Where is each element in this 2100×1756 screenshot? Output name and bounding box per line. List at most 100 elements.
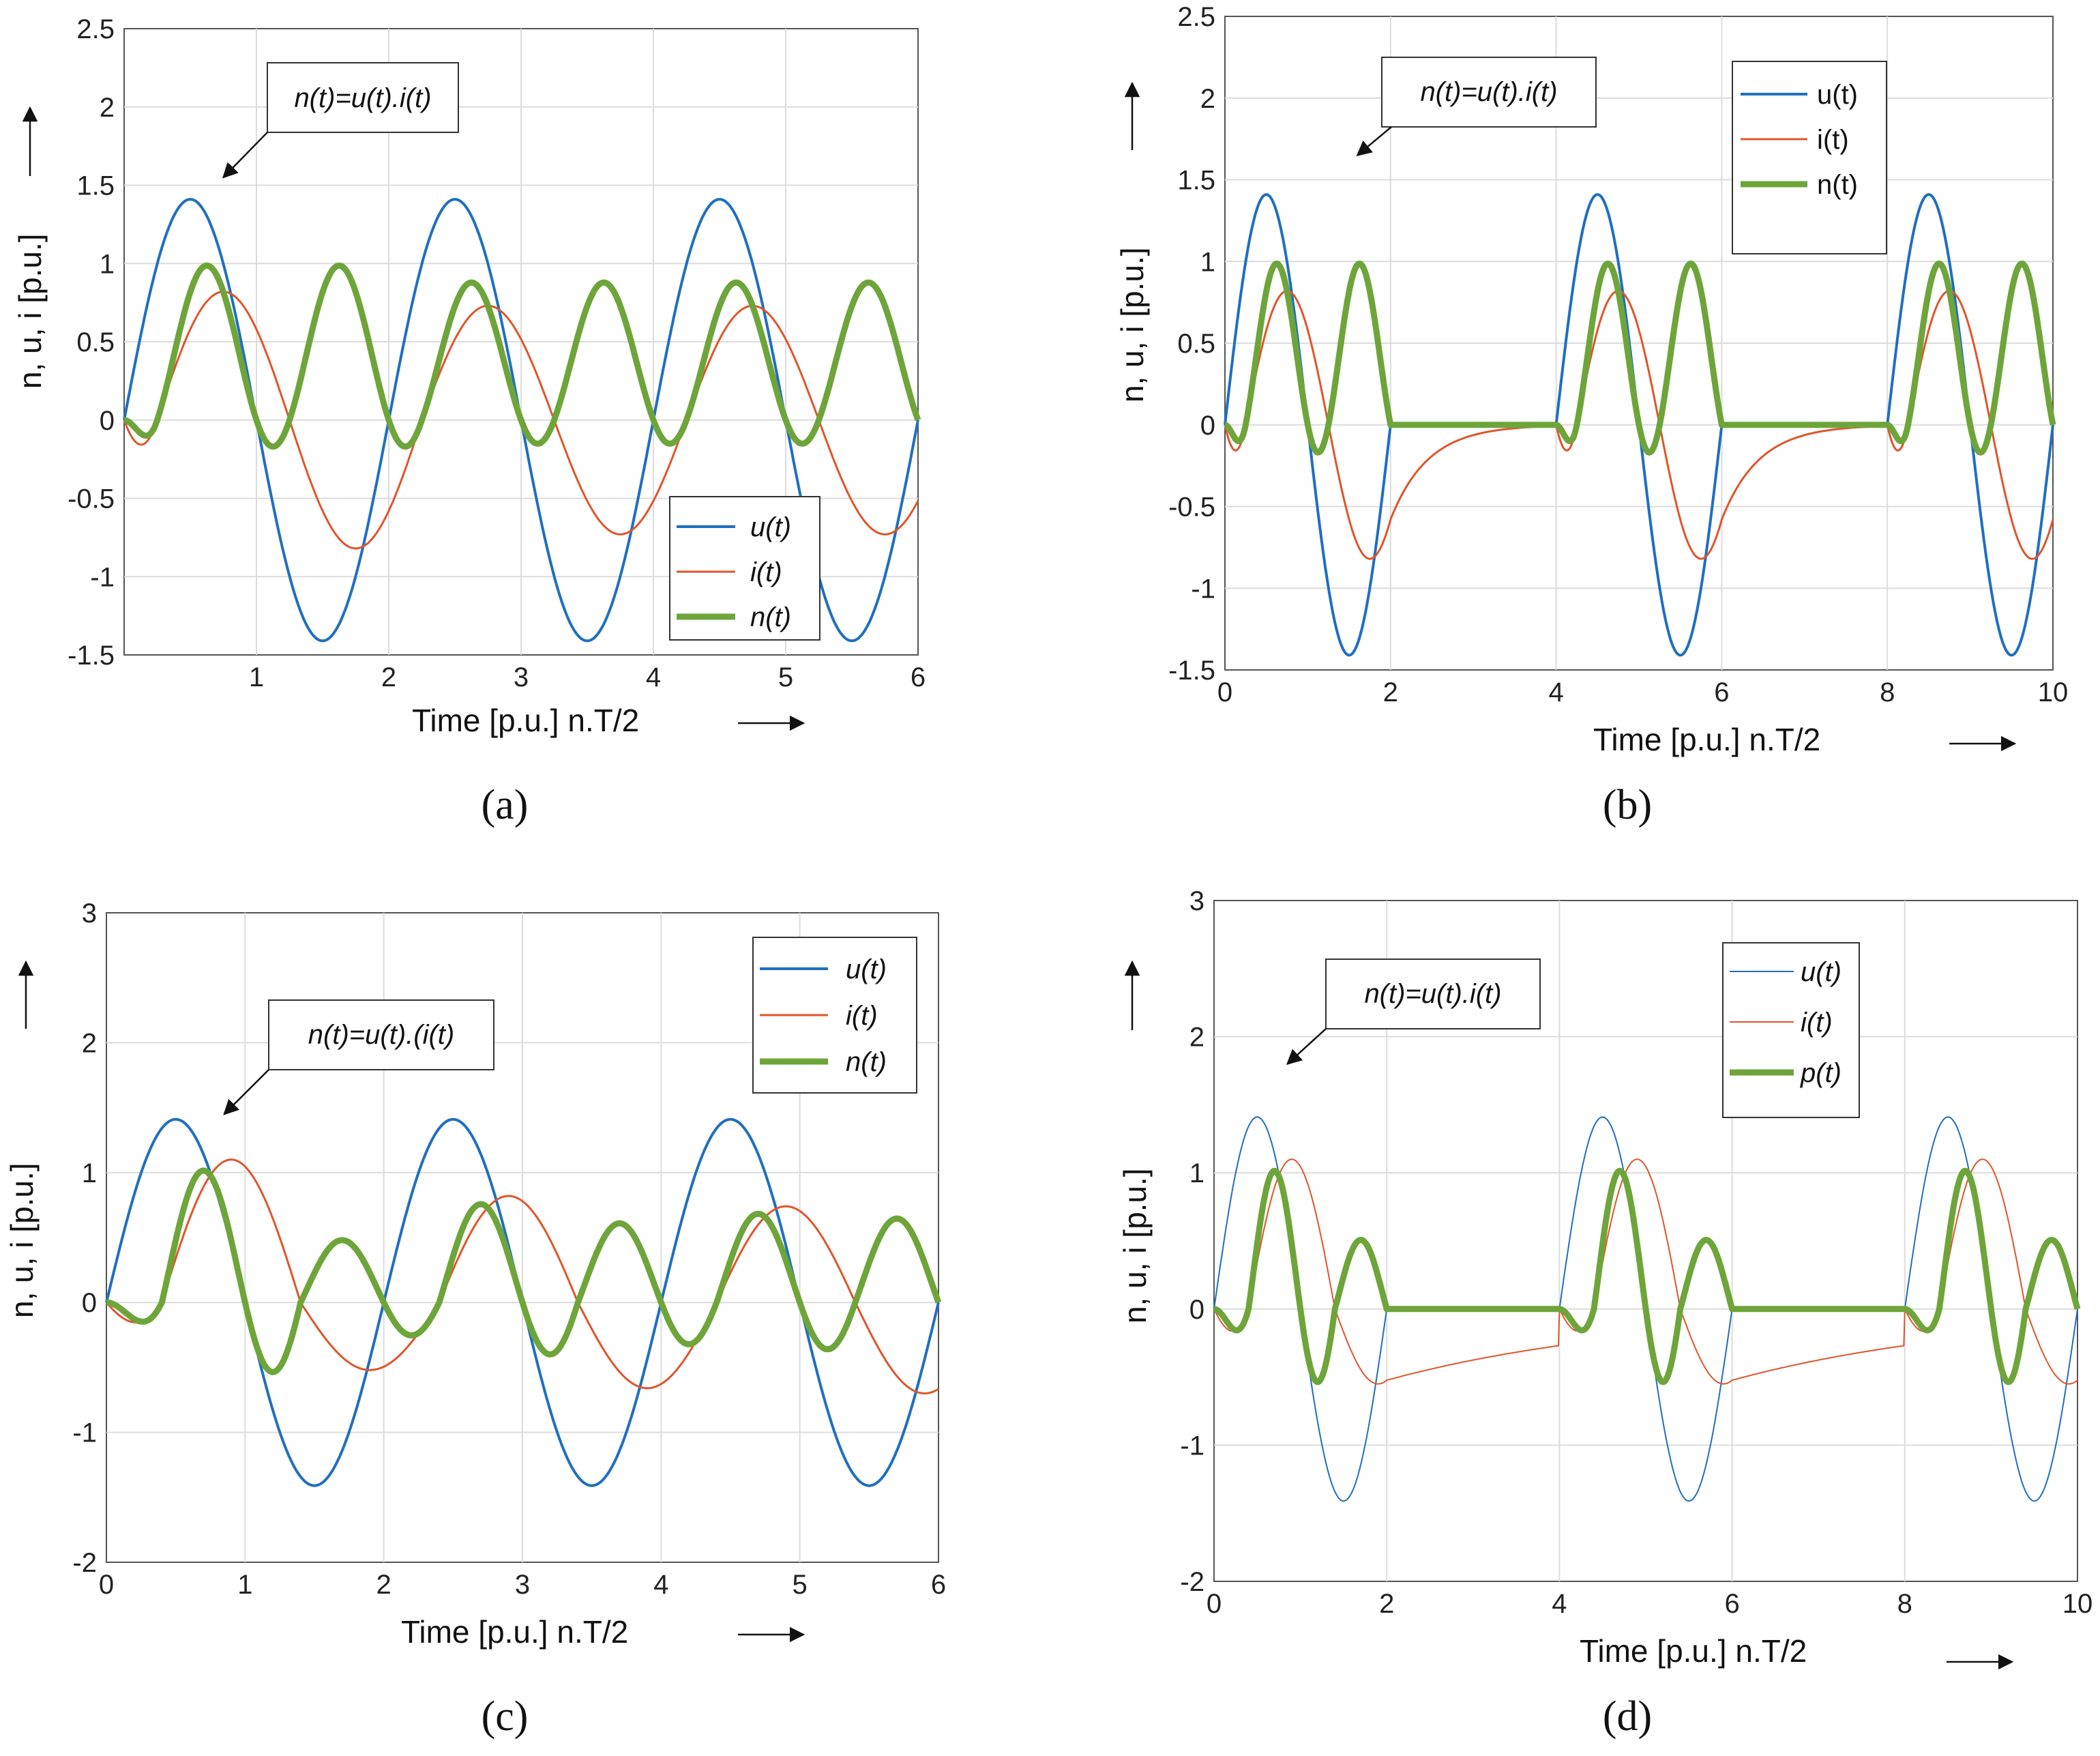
y-tick-label: -1.5 [68,641,115,671]
x-axis-label: Time [p.u.] n.T/2 [412,703,639,738]
panel-caption: (a) [482,782,529,828]
annotation-box [1381,57,1597,128]
series-line-n [121,262,921,450]
x-tick-label: 2 [1379,1589,1394,1619]
annotation: n(t)=u(t).(i(t) [223,999,494,1115]
x-tick-label: 4 [646,662,661,692]
series-line-i [123,291,919,550]
y-tick-label: 0.5 [1177,329,1215,359]
y-tick-label: -0.5 [1168,493,1215,523]
x-tick-label: 1 [249,662,264,692]
x-tick-label: 2 [376,1570,391,1600]
panel-caption: (d) [1603,1693,1652,1740]
x-tick-label: 5 [778,662,793,692]
x-tick-label: 0 [1207,1589,1222,1619]
legend: u(t) i(t) n(t) [1732,61,1887,254]
x-tick-label: 3 [515,1570,530,1600]
y-tick-label: -2 [1180,1567,1204,1597]
y-tick-label: 1 [100,249,115,279]
x-tick-label: 6 [1714,677,1729,707]
y-tick-label: -1 [1180,1431,1204,1461]
x-tick-label: 10 [2038,677,2069,707]
series-line-n [104,1167,942,1375]
legend-label-n: n(t) [750,602,791,632]
x-tick-label: 6 [1724,1589,1739,1619]
y-tick-label: -0.5 [68,484,115,514]
y-axis-label: n, u, i [p.u.] [1117,1168,1153,1323]
x-axis-label: Time [p.u.] n.T/2 [1593,722,1820,757]
legend-label-n: n(t) [1817,170,1858,200]
x-tick-label: 4 [653,1570,668,1600]
y-tick-label: 2.5 [1177,2,1215,32]
y-tick-label: 0 [100,406,115,436]
x-tick-label: 2 [1383,677,1398,707]
tick-labels: 0 2 4 6 8 10 -1.5 -1 -0.5 0 0.5 1 1.5 2 2.5 [1168,2,2068,707]
x-tick-label: 0 [1217,677,1232,707]
x-tick-label: 6 [931,1570,946,1600]
x-tick-label: 8 [1880,677,1895,707]
x-axis-label: Time [p.u.] n.T/2 [401,1614,628,1650]
legend-label-i: i(t) [1817,125,1849,155]
annotation-box [1325,959,1541,1029]
y-tick-label: -2 [72,1548,97,1578]
x-tick-label: 6 [911,662,926,692]
y-tick-label: 2.5 [76,14,115,44]
annotation-arrow [222,132,268,179]
y-tick-label: 1.5 [1177,166,1215,196]
annotation-arrow [1356,126,1392,157]
y-tick-label: 2 [1189,1023,1204,1053]
annotation-box [268,999,494,1070]
y-tick-label: 0 [1189,1295,1204,1325]
annotation: n(t)=u(t).i(t) [1286,959,1541,1066]
y-tick-label: 1 [1189,1158,1204,1188]
tick-labels: 0 1 2 3 4 5 6 -2 -1 0 1 2 3 [72,898,946,1600]
y-tick-label: 2 [82,1028,97,1058]
series-line-n [1222,260,2056,456]
x-tick-label: 2 [381,662,396,692]
legend-label-u: u(t) [846,954,887,984]
panel-caption: (b) [1603,782,1652,828]
legend: u(t) i(t) n(t) [752,937,917,1094]
panel-b: 0 2 4 6 8 10 -1.5 -1 -0.5 0 0.5 1 1.5 2 2.5 n(t)=u(t).… [1114,2,2068,828]
legend-label-i: i(t) [750,557,782,587]
legend-label-n: n(t) [846,1047,887,1077]
y-tick-label: 1 [1200,247,1215,277]
legend-box [1732,61,1887,254]
legend-label-i: i(t) [1801,1008,1833,1038]
series-line-i [105,1158,939,1394]
y-axis-label: n, u, i [p.u.] [4,1162,40,1318]
x-tick-label: 0 [99,1570,114,1600]
y-tick-label: -1 [1191,574,1215,604]
tick-labels: 1 2 3 4 5 6 -1.5 -1 -0.5 0 0.5 1 1.5 2 2.5 [68,14,926,692]
panel-a: 1 2 3 4 5 6 -1.5 -1 -0.5 0 0.5 1 1.5 2 2.5 n(t)=u(t).i… [12,14,926,828]
x-tick-label: 4 [1552,1589,1567,1619]
panel-d: 0 2 4 6 8 10 -2 -1 0 1 2 3 n(t)=u(t).i(t) u(t) i(t)… [1117,886,2092,1740]
annotation-arrow [223,1069,269,1115]
legend-label-u: u(t) [1801,957,1842,987]
y-tick-label: -1.5 [1168,656,1215,686]
panel-caption: (c) [482,1693,529,1740]
y-axis-label: n, u, i [p.u.] [12,233,48,389]
legend-label-n: p(t) [1800,1058,1842,1088]
annotation-text: n(t)=u(t).(i(t) [308,1020,454,1050]
legend: u(t) i(t) n(t) [669,496,820,641]
y-tick-label: 3 [1189,886,1204,916]
y-tick-label: 1 [82,1158,97,1188]
x-tick-label: 10 [2062,1589,2093,1619]
y-tick-label: 2 [100,93,115,123]
y-tick-label: 2 [1200,84,1215,114]
annotation-text: n(t)=u(t).i(t) [1420,77,1557,107]
tick-labels: 0 2 4 6 8 10 -2 -1 0 1 2 3 [1180,886,2092,1619]
annotation-arrow [1286,1028,1327,1066]
x-tick-label: 4 [1548,677,1563,707]
series [121,198,921,643]
annotation-text: n(t)=u(t).i(t) [294,83,431,113]
annotation: n(t)=u(t).i(t) [222,62,459,179]
legend-label-u: u(t) [1817,80,1858,110]
y-tick-label: 0 [82,1288,97,1318]
series-line-n [1211,1167,2081,1386]
legend-label-u: u(t) [750,512,791,542]
y-tick-label: -1 [90,562,115,592]
legend: u(t) i(t) p(t) [1722,942,1860,1118]
